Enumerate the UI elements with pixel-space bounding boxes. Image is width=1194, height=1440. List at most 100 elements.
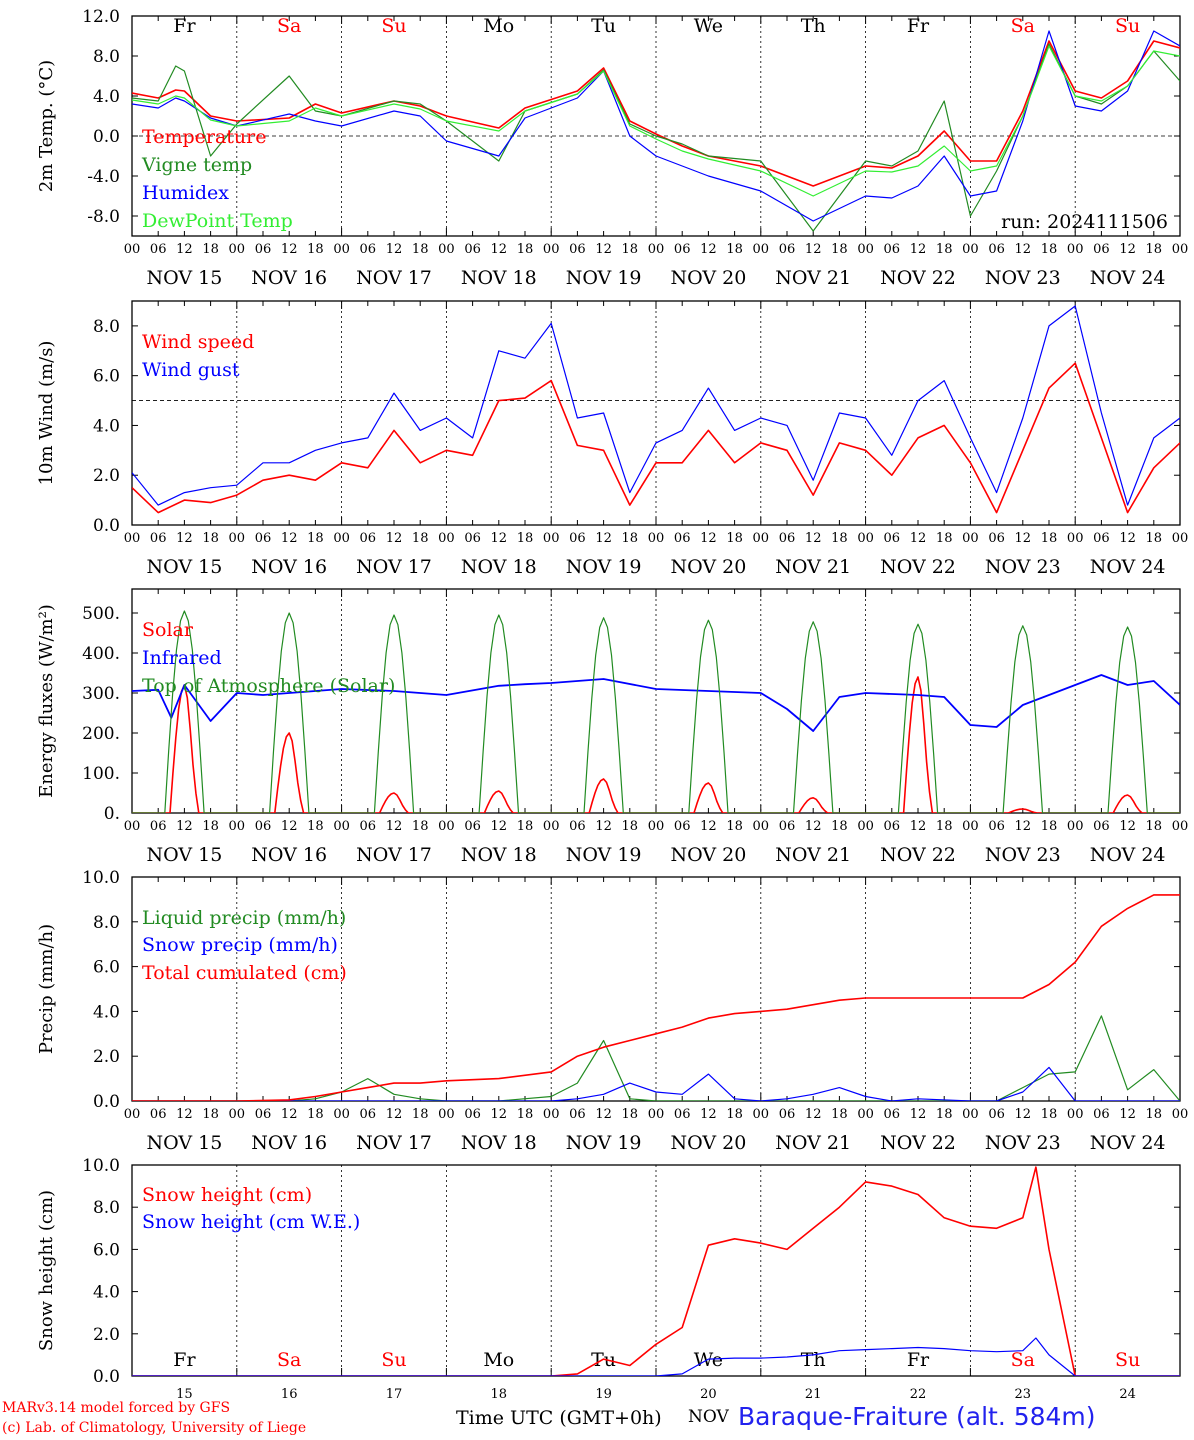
hour-tick-label: 06 xyxy=(150,819,167,834)
weekday-label: We xyxy=(694,1349,723,1371)
hour-tick-label: 00 xyxy=(753,531,770,546)
series-group xyxy=(132,305,1180,514)
y-tick-label: -8.0 xyxy=(87,207,120,227)
hour-tick-label: 00 xyxy=(438,242,455,257)
hour-tick-label: 18 xyxy=(517,1107,534,1122)
date-label: NOV 16 xyxy=(251,267,327,289)
hour-tick-label: 12 xyxy=(386,242,403,257)
legend-entry: Temperature xyxy=(142,126,266,148)
date-label: NOV 24 xyxy=(1090,556,1166,578)
hour-tick-label: 00 xyxy=(962,531,979,546)
y-tick-label: -4.0 xyxy=(87,167,120,187)
hour-tick-label: 12 xyxy=(491,531,508,546)
panel-2: 8.0 6.0 4.0 2.0 0.0 10m Wind (m/s) 00 06 12 18 00 0… xyxy=(36,300,1188,578)
hour-tick-label: 18 xyxy=(412,242,429,257)
hour-tick-label: 18 xyxy=(412,531,429,546)
date-label: NOV 19 xyxy=(566,556,642,578)
hour-tick-label: 06 xyxy=(255,242,272,257)
series-group xyxy=(132,1166,1180,1376)
hour-tick-label: 12 xyxy=(281,819,298,834)
hour-tick-label: 00 xyxy=(438,819,455,834)
hour-tick-label: 12 xyxy=(700,242,717,257)
hour-tick-label: 12 xyxy=(176,1107,193,1122)
hour-tick-label: 06 xyxy=(255,1107,272,1122)
hour-tick-label: 12 xyxy=(595,819,612,834)
hour-tick-label: 06 xyxy=(1093,819,1110,834)
hour-tick-label: 12 xyxy=(176,819,193,834)
hour-tick-label: 12 xyxy=(176,242,193,257)
legend-entry: Humidex xyxy=(142,182,229,204)
site-title: Baraque-Fraiture (alt. 584m) xyxy=(738,1402,1096,1431)
hour-tick-label: 00 xyxy=(1172,1107,1189,1122)
hour-tick-label: 18 xyxy=(202,531,219,546)
panel-3: 500. 400. 300. 200. 100. 0. Energy fluxes (W/m… xyxy=(36,588,1188,866)
date-label: NOV 22 xyxy=(880,1132,956,1154)
hour-tick-label: 18 xyxy=(831,819,848,834)
hour-tick-label: 18 xyxy=(307,531,324,546)
weekday-label: Fr xyxy=(907,1349,930,1371)
hour-tick-label: 12 xyxy=(1015,1107,1032,1122)
date-label: NOV 17 xyxy=(356,267,432,289)
date-label: NOV 23 xyxy=(985,267,1061,289)
panel-4: 10.0 8.0 6.0 4.0 2.0 0.0 Precip (mm/h) 00 06 12 18… xyxy=(36,868,1188,1154)
y-tick-label: 0.0 xyxy=(93,1092,120,1112)
legend-entry: Infrared xyxy=(142,647,222,669)
day-number-label: 23 xyxy=(1015,1387,1032,1402)
day-number-label: 15 xyxy=(176,1387,193,1402)
hour-tick-label: 12 xyxy=(595,531,612,546)
y-axis-title: 2m Temp. (°C) xyxy=(36,60,57,192)
legend-entry: Snow height (cm W.E.) xyxy=(142,1211,360,1233)
hour-tick-label: 18 xyxy=(936,242,953,257)
hour-tick-label: 06 xyxy=(464,531,481,546)
hour-tick-label: 06 xyxy=(569,819,586,834)
y-tick-label: 8.0 xyxy=(93,913,120,933)
hour-tick-label: 12 xyxy=(700,1107,717,1122)
y-tick-label: 4.0 xyxy=(93,87,120,107)
hour-tick-label: 12 xyxy=(910,1107,927,1122)
y-tick-label: 12.0 xyxy=(82,7,120,27)
y-tick-label: 0.0 xyxy=(93,127,120,147)
panel-5: 10.0 8.0 6.0 4.0 2.0 0.0 Snow height (cm) 15 16 1… xyxy=(36,1156,1181,1402)
hour-tick-label: 12 xyxy=(386,1107,403,1122)
hour-tick-label: 12 xyxy=(386,531,403,546)
hour-tick-label: 18 xyxy=(517,819,534,834)
weekday-label: Fr xyxy=(173,1349,196,1371)
date-label: NOV 18 xyxy=(461,1132,537,1154)
y-tick-label: 100. xyxy=(82,764,120,784)
hour-tick-label: 00 xyxy=(229,242,246,257)
y-tick-label: 2.0 xyxy=(93,1325,120,1345)
hour-tick-label: 06 xyxy=(255,819,272,834)
day-number-label: 22 xyxy=(910,1387,927,1402)
day-number-label: 21 xyxy=(805,1387,822,1402)
hour-tick-label: 18 xyxy=(936,819,953,834)
hour-tick-label: 00 xyxy=(962,819,979,834)
day-number-label: 18 xyxy=(491,1387,508,1402)
day-number-label: 24 xyxy=(1119,1387,1136,1402)
y-tick-label: 2.0 xyxy=(93,1047,120,1067)
date-label: NOV 24 xyxy=(1090,844,1166,866)
hour-tick-label: 06 xyxy=(150,1107,167,1122)
hour-tick-label: 18 xyxy=(831,242,848,257)
hour-tick-label: 00 xyxy=(229,531,246,546)
date-label: NOV 16 xyxy=(251,844,327,866)
hour-tick-label: 12 xyxy=(910,242,927,257)
y-tick-label: 6.0 xyxy=(93,367,120,387)
hour-tick-label: 06 xyxy=(360,819,377,834)
hour-tick-label: 06 xyxy=(988,531,1005,546)
y-tick-label: 0.0 xyxy=(93,1367,120,1387)
hour-tick-label: 18 xyxy=(831,531,848,546)
date-label: NOV 22 xyxy=(880,844,956,866)
hour-tick-label: 12 xyxy=(1015,531,1032,546)
series-line-dewpoint-temp xyxy=(132,45,1180,197)
hour-tick-label: 12 xyxy=(1119,819,1136,834)
legend-entry: Snow precip (mm/h) xyxy=(142,934,338,956)
weekday-label: Th xyxy=(801,1349,826,1371)
date-label: NOV 16 xyxy=(251,1132,327,1154)
hour-tick-label: 06 xyxy=(674,531,691,546)
y-axis-title: Precip (mm/h) xyxy=(36,924,57,1054)
hour-tick-label: 00 xyxy=(229,819,246,834)
hour-tick-label: 18 xyxy=(307,1107,324,1122)
date-label: NOV 19 xyxy=(566,844,642,866)
hour-tick-label: 00 xyxy=(124,819,141,834)
